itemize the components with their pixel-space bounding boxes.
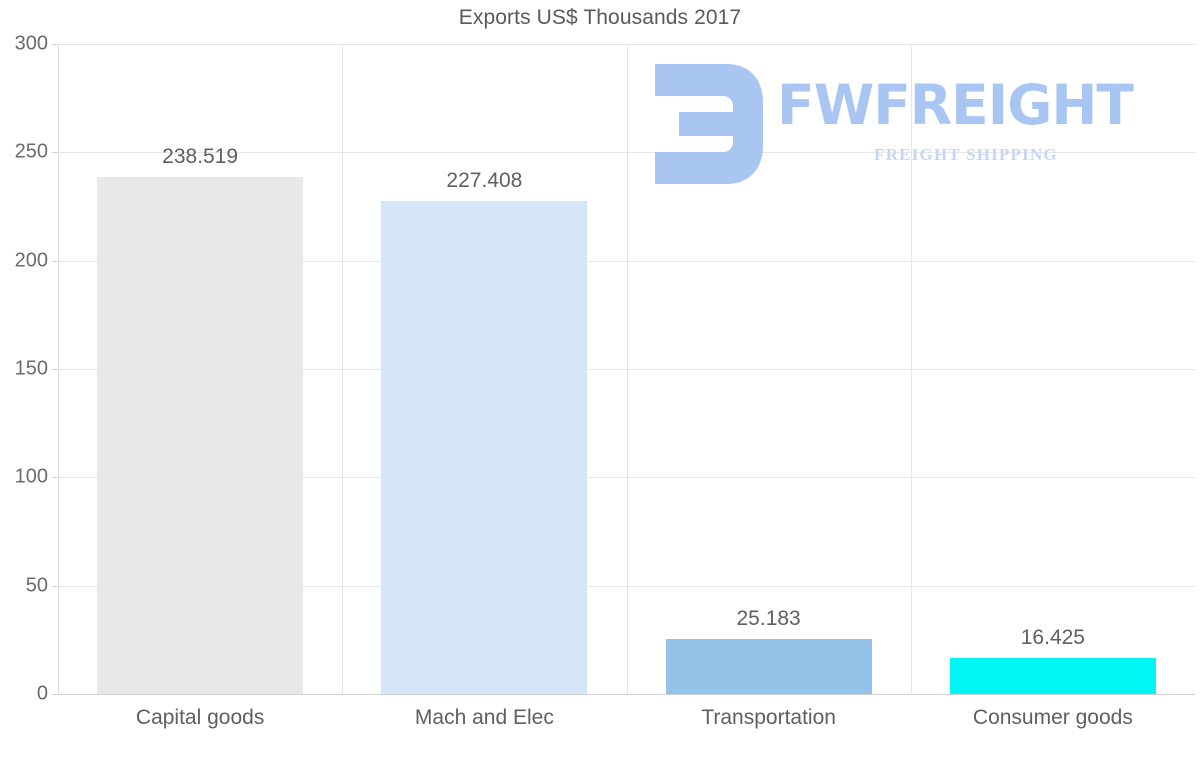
y-axis-tick-label: 150 (14, 357, 48, 380)
chart-title: Exports US$ Thousands 2017 (458, 6, 742, 29)
bar-value-label: 25.183 (736, 607, 801, 631)
gridline-vertical (910, 44, 912, 694)
y-axis-tick (52, 369, 58, 370)
gridline-vertical (342, 44, 344, 694)
y-axis-tick (52, 585, 58, 587)
y-axis-tick (52, 260, 58, 262)
x-axis-tick-label: Transportation (701, 706, 836, 729)
y-axis-tick (52, 152, 58, 154)
y-axis-tick-label: 0 (36, 682, 48, 705)
y-axis-tick (52, 44, 58, 45)
y-axis-labels: 0 50 100 150 200 250 300 (0, 33, 48, 705)
y-axis-tick (52, 477, 58, 479)
y-axis-tick-label: 50 (25, 574, 48, 597)
y-axis-tick-label: 200 (14, 249, 48, 272)
bar-value-label: 238.519 (162, 145, 239, 169)
plot-area: 238.519 227.408 25.183 16.425 (52, 44, 1195, 695)
bar[interactable] (949, 658, 1156, 694)
bar[interactable] (665, 639, 872, 694)
y-axis-tick-label: 300 (14, 32, 48, 55)
bar[interactable] (97, 177, 304, 694)
y-axis-tick-label: 100 (14, 465, 48, 488)
gridline-horizontal (58, 694, 1195, 695)
x-axis-labels: Capital goods Mach and Elec Transportation… (58, 700, 1195, 746)
x-axis-tick-label: Capital goods (135, 706, 265, 729)
bar-value-label: 227.408 (446, 169, 523, 193)
bar[interactable] (381, 201, 588, 694)
gridline-vertical (626, 44, 628, 694)
y-axis-tick-label: 250 (14, 140, 48, 163)
x-axis-tick-label: Consumer goods (972, 706, 1133, 729)
y-axis-tick (52, 694, 58, 695)
x-axis-tick-label: Mach and Elec (414, 706, 554, 729)
bar-value-label: 16.425 (1020, 626, 1085, 650)
